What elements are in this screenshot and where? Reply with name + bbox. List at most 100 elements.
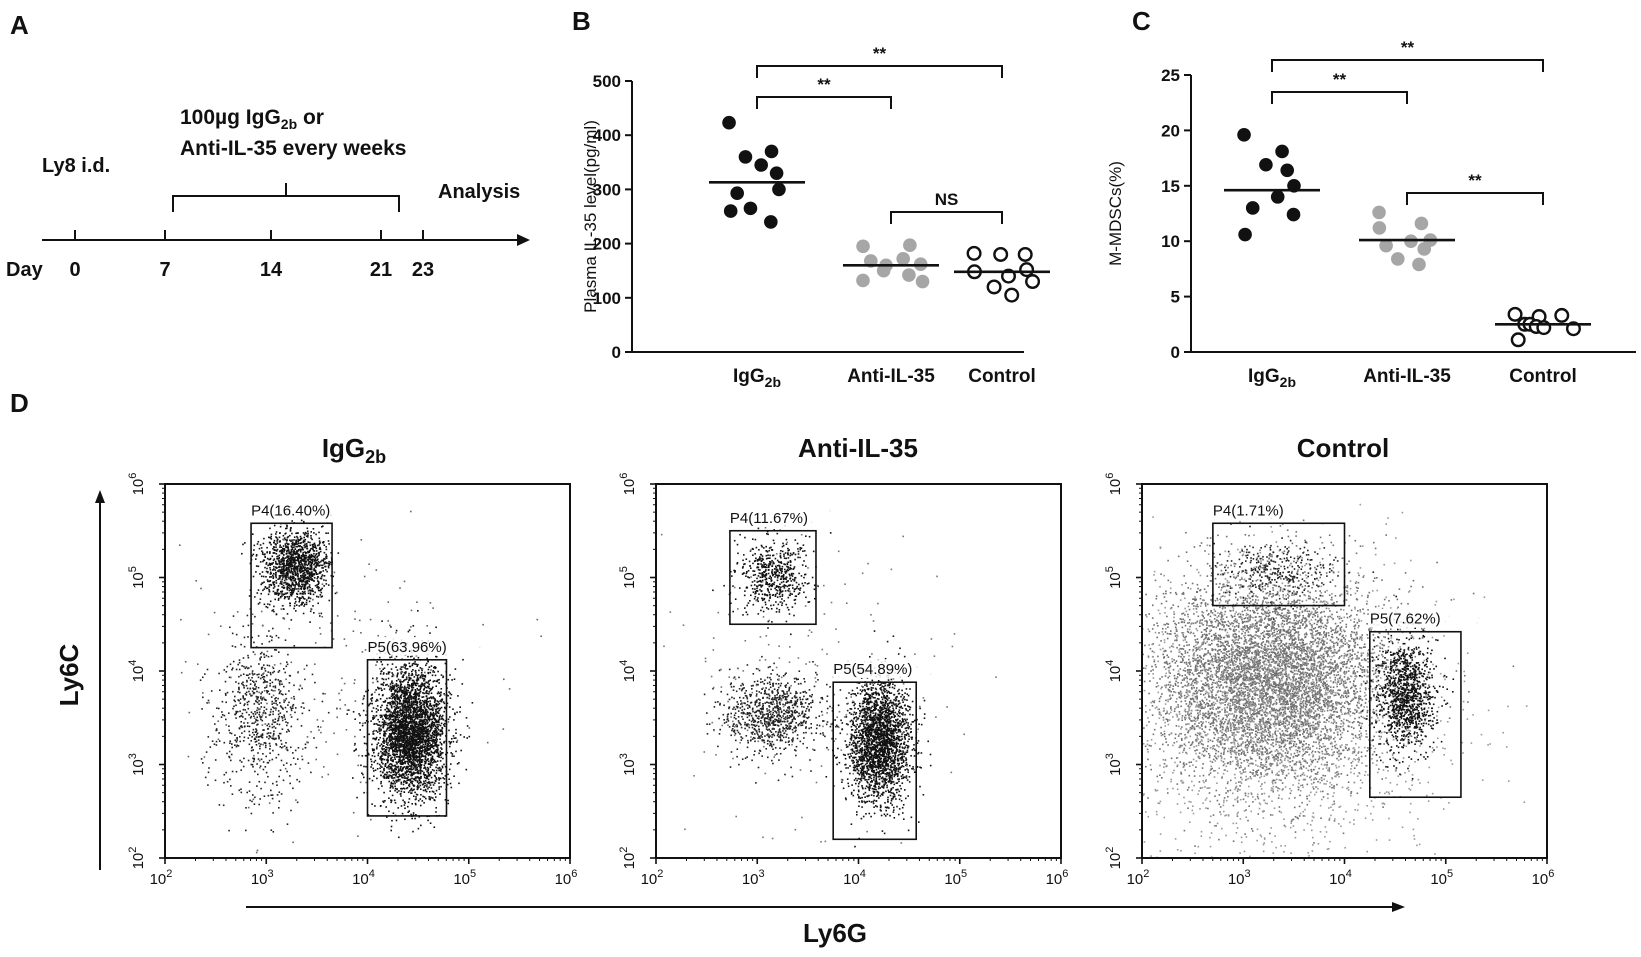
event-dot bbox=[289, 556, 292, 559]
event-dot bbox=[433, 723, 435, 726]
event-dot bbox=[434, 793, 436, 795]
event-dot bbox=[325, 548, 328, 551]
event-dot bbox=[437, 707, 440, 709]
event-dot bbox=[402, 710, 404, 712]
event-dot bbox=[424, 748, 427, 750]
event-dot bbox=[408, 752, 411, 754]
event-dot bbox=[405, 701, 408, 703]
event-dot bbox=[281, 560, 283, 563]
event-dot bbox=[390, 799, 393, 802]
event-dot bbox=[392, 737, 394, 739]
event-dot bbox=[392, 743, 394, 745]
event-dot bbox=[468, 735, 471, 738]
event-dot bbox=[424, 784, 426, 787]
event-dot bbox=[460, 749, 462, 752]
event-dot bbox=[432, 762, 434, 764]
event-dot bbox=[272, 548, 274, 550]
event-dot bbox=[443, 782, 445, 784]
event-dot bbox=[426, 751, 428, 753]
event-dot bbox=[420, 668, 423, 670]
event-dot bbox=[381, 785, 383, 787]
event-dot bbox=[430, 744, 432, 746]
event-dot bbox=[401, 712, 403, 715]
event-dot bbox=[438, 769, 441, 772]
event-dot bbox=[399, 686, 402, 688]
event-dot bbox=[309, 556, 311, 558]
event-dot bbox=[441, 733, 443, 735]
event-dot bbox=[276, 563, 279, 566]
event-dot bbox=[393, 749, 395, 752]
event-dot bbox=[410, 764, 413, 766]
event-dot bbox=[407, 728, 409, 731]
event-dot bbox=[402, 695, 405, 698]
event-dot bbox=[304, 566, 306, 569]
event-dot bbox=[310, 553, 313, 556]
event-dot bbox=[287, 587, 290, 589]
event-dot bbox=[407, 733, 409, 735]
event-dot bbox=[376, 661, 378, 663]
event-dot bbox=[256, 716, 258, 719]
event-dot bbox=[402, 762, 404, 764]
event-dot bbox=[407, 763, 410, 766]
event-dot bbox=[410, 703, 413, 705]
event-dot bbox=[277, 735, 280, 737]
event-dot bbox=[425, 701, 427, 704]
event-dot bbox=[371, 779, 374, 782]
event-dot bbox=[436, 745, 438, 747]
event-dot bbox=[290, 558, 292, 560]
event-dot bbox=[306, 567, 309, 569]
event-dot bbox=[436, 745, 438, 748]
event-dot bbox=[257, 589, 260, 591]
event-dot bbox=[264, 586, 267, 589]
event-dot bbox=[424, 780, 427, 782]
event-dot bbox=[429, 704, 431, 706]
event-dot bbox=[447, 802, 449, 805]
event-dot bbox=[396, 700, 398, 703]
event-dot bbox=[426, 703, 429, 706]
event-dot bbox=[286, 592, 289, 594]
event-dot bbox=[259, 598, 262, 600]
event-dot bbox=[426, 705, 428, 708]
event-dot bbox=[375, 737, 377, 740]
event-dot bbox=[415, 736, 417, 738]
event-dot bbox=[300, 561, 302, 563]
event-dot bbox=[382, 701, 385, 703]
event-dot bbox=[268, 541, 271, 544]
event-dot bbox=[425, 777, 427, 780]
event-dot bbox=[414, 772, 416, 774]
y-tick-label: 400 bbox=[593, 126, 621, 145]
event-dot bbox=[405, 698, 407, 700]
event-dot bbox=[275, 744, 278, 746]
event-dot bbox=[309, 586, 311, 589]
event-dot bbox=[407, 760, 409, 763]
event-dot bbox=[306, 577, 309, 579]
event-dot bbox=[394, 726, 397, 728]
timeline-arrowhead bbox=[517, 234, 530, 246]
event-dot bbox=[283, 701, 285, 703]
event-dot bbox=[398, 739, 400, 742]
event-dot bbox=[398, 746, 401, 749]
event-dot bbox=[316, 573, 319, 575]
event-dot bbox=[301, 576, 303, 579]
event-dot bbox=[416, 768, 419, 771]
event-dot bbox=[381, 758, 384, 760]
event-dot bbox=[440, 706, 443, 709]
event-dot bbox=[297, 557, 300, 559]
event-dot bbox=[432, 717, 435, 720]
event-dot bbox=[277, 597, 280, 600]
event-dot bbox=[285, 546, 287, 549]
event-dot bbox=[416, 722, 418, 725]
event-dot bbox=[417, 741, 420, 744]
event-dot bbox=[262, 729, 264, 731]
event-dot bbox=[423, 764, 426, 767]
event-dot bbox=[304, 534, 306, 536]
event-dot bbox=[319, 571, 321, 573]
event-dot bbox=[393, 721, 395, 723]
event-dot bbox=[432, 747, 435, 750]
event-dot bbox=[391, 819, 393, 822]
event-dot bbox=[436, 692, 439, 695]
event-dot bbox=[435, 778, 438, 781]
event-dot bbox=[294, 557, 296, 559]
event-dot bbox=[282, 563, 285, 565]
